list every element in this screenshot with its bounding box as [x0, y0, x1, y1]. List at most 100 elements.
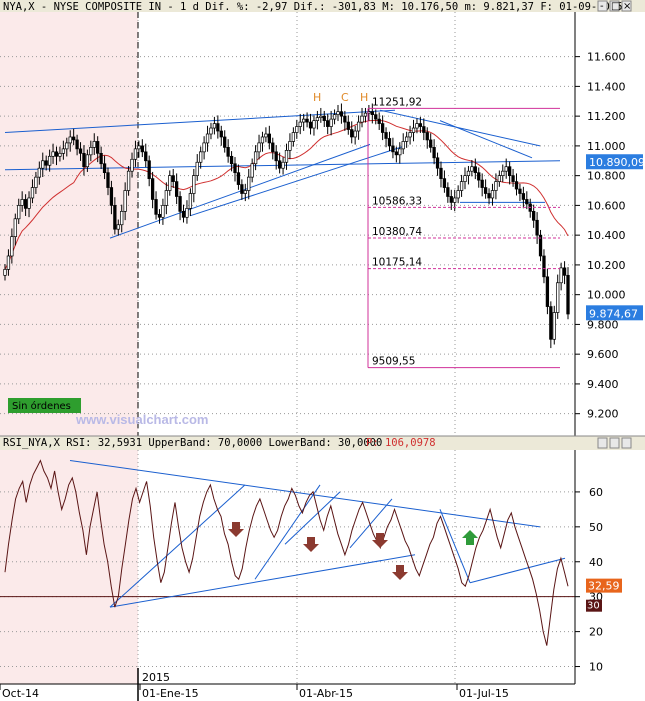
- candle-body: [415, 123, 419, 129]
- prior-year-highlight: [0, 12, 138, 436]
- candle-body: [339, 111, 344, 117]
- candle-body: [209, 127, 213, 135]
- rsi-trendline: [284, 491, 341, 545]
- candle-body: [130, 158, 134, 172]
- candle-body: [535, 219, 539, 236]
- candle-body: [219, 130, 223, 138]
- candle-body: [429, 139, 433, 148]
- watermark: www.visualchart.com: [75, 412, 208, 427]
- candle-body: [96, 141, 100, 154]
- rsi-arrows: [228, 522, 478, 580]
- candle-body: [212, 123, 217, 129]
- candle-body: [453, 197, 457, 203]
- candle-body: [566, 274, 570, 315]
- candle-body: [144, 151, 148, 162]
- close-label: ×: [623, 1, 631, 12]
- rsi-trendline: [109, 554, 416, 608]
- down-arrow-icon: [303, 537, 319, 552]
- maximize-button[interactable]: [609, 0, 620, 12]
- candle-body: [442, 178, 447, 188]
- candle-body: [559, 267, 563, 284]
- candle-body: [483, 187, 488, 194]
- candle-body: [199, 151, 203, 163]
- down-arrow-icon: [392, 565, 408, 580]
- candle-body: [556, 282, 560, 313]
- rsi-close-button[interactable]: [621, 437, 632, 449]
- candle-body: [243, 190, 247, 194]
- candle-body: [188, 193, 193, 209]
- candle-body: [92, 141, 96, 148]
- candle-body: [298, 121, 302, 127]
- candle-body: [6, 255, 11, 270]
- candle-body: [157, 213, 162, 218]
- candle-body: [267, 133, 271, 144]
- candle-body: [51, 151, 55, 157]
- price-tick-label: 10.600: [587, 199, 626, 212]
- minimize-label: -: [600, 1, 604, 12]
- candle-body: [113, 205, 117, 230]
- price-badge-label: 9.874,67: [589, 307, 638, 320]
- rsi-minimize-button[interactable]: [597, 437, 608, 449]
- candle-body: [178, 196, 182, 212]
- candle-body: [470, 166, 474, 172]
- candle-body: [532, 211, 536, 221]
- price-axis: 11.600 11.400 11.200 11.000 10.800 10.600 10.4…: [574, 12, 645, 436]
- candle-body: [439, 167, 443, 179]
- candle-body: [253, 151, 258, 165]
- candle-body: [466, 170, 471, 176]
- candle-body: [233, 163, 237, 174]
- rsi-panel[interactable]: RSI_NYA,X RSI: 32,5931 UpperBand: 70,000…: [0, 435, 645, 684]
- rsi-trendline: [349, 498, 393, 549]
- rsi-trendline: [439, 509, 471, 583]
- candle-body: [525, 199, 529, 205]
- candle-body: [497, 175, 501, 182]
- rsi-prior-year-highlight: [0, 450, 138, 684]
- candle-body: [549, 306, 553, 340]
- rsi-line: [4, 459, 569, 646]
- candle-body: [315, 117, 320, 121]
- level-label: 10380,74: [372, 226, 422, 238]
- candle-body: [68, 136, 72, 144]
- candle-body: [487, 193, 491, 199]
- band-badge-label: 30: [587, 601, 600, 612]
- price-tick-label: 11.200: [587, 110, 626, 123]
- price-panel[interactable]: 11251,92 10586,33 10380,74 10175,14 9509,55 H…: [0, 0, 575, 436]
- candle-body: [562, 267, 567, 276]
- orders-badge[interactable]: Sin órdenes: [8, 398, 81, 413]
- close-button[interactable]: [621, 0, 632, 12]
- candle-body: [391, 145, 395, 153]
- down-arrow-icon: [372, 533, 388, 548]
- price-tick-label: 9.600: [587, 348, 619, 361]
- date-axis: Oct-14 01-Ene-15 01-Abr-15 01-Jul-15 2015: [0, 668, 645, 701]
- candle-body: [456, 190, 460, 199]
- candle-body: [226, 147, 230, 157]
- rsi-tick-label: 10: [589, 661, 603, 674]
- candle-body: [501, 170, 505, 176]
- candle-body: [223, 136, 227, 148]
- price-header-text: NYA,X - NYSE COMPOSITE IN - 1 d Dif. %: …: [3, 1, 623, 13]
- candle-body: [446, 187, 450, 197]
- rsi-maximize-button[interactable]: [609, 437, 620, 449]
- candle-body: [459, 181, 464, 191]
- candle-body: [54, 151, 59, 157]
- level-lines: 11251,92 10586,33 10380,74 10175,14 9509,55 H…: [313, 91, 560, 369]
- minimize-button[interactable]: [597, 0, 608, 12]
- candle-body: [480, 179, 484, 188]
- candle-body: [236, 172, 241, 185]
- candle-body: [44, 160, 48, 166]
- rsi-tick-label: 60: [589, 486, 603, 499]
- candle-body: [195, 161, 199, 176]
- price-tick-label: 9.800: [587, 318, 619, 331]
- candle-body: [260, 136, 265, 144]
- rsi-trendline: [109, 484, 246, 608]
- candle-body: [449, 196, 453, 203]
- candle-body: [356, 121, 361, 132]
- candle-body: [343, 115, 347, 123]
- candle-body: [264, 133, 268, 138]
- candle-body: [202, 142, 206, 153]
- rsi-gridlines: [0, 450, 575, 684]
- price-tick-label: 10.000: [587, 289, 626, 302]
- candle-body: [126, 170, 131, 191]
- candle-body: [205, 133, 210, 144]
- date-tick-label: Oct-14: [2, 687, 39, 700]
